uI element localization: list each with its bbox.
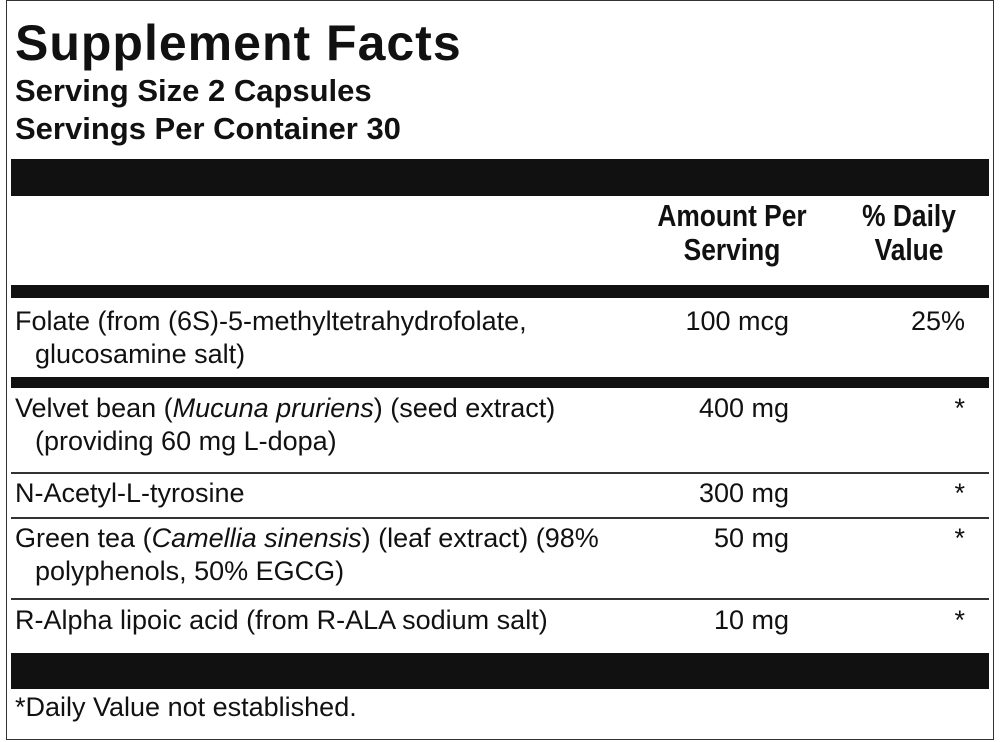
text-segment: Folate (from (6S)-5-methyltetrahydrofola…: [15, 306, 527, 336]
supplement-label: Supplement Facts Serving Size 2 Capsules…: [6, 0, 994, 740]
dv-header: % Daily Value: [862, 198, 956, 267]
ingredient-name: R-Alpha lipoic acid (from R-ALA sodium s…: [15, 604, 715, 637]
medium-rule: [11, 377, 989, 388]
row-rule: [11, 517, 989, 519]
header-bar: [11, 159, 989, 196]
daily-value: *: [954, 393, 965, 423]
text-segment: R-Alpha lipoic acid (from R-ALA sodium s…: [15, 605, 548, 635]
text-segment: glucosamine salt): [35, 339, 246, 369]
text-segment: Mucuna pruriens: [172, 393, 374, 423]
text-segment: (providing 60 mg L-dopa): [35, 426, 337, 456]
text-segment: ) (leaf extract) (98%: [361, 523, 599, 553]
serving-size: Serving Size 2 Capsules: [15, 73, 372, 108]
servings-per-container: Servings Per Container 30: [15, 111, 401, 146]
daily-value: *: [954, 478, 965, 508]
amount: 50 mg: [713, 523, 789, 553]
text-segment: N-Acetyl-L-tyrosine: [15, 478, 245, 508]
daily-value: *: [954, 605, 965, 635]
daily-value: *: [954, 523, 965, 553]
text-segment: Green tea (: [15, 523, 152, 553]
text-segment: Velvet bean (: [15, 393, 173, 423]
title: Supplement Facts: [15, 15, 462, 71]
daily-value: 25%: [910, 306, 965, 336]
text-segment: polyphenols, 50% EGCG): [35, 556, 345, 586]
ingredient-name: Velvet bean (Mucuna pruriens) (seed extr…: [15, 392, 715, 458]
amount: 300 mg: [698, 478, 789, 508]
footer-bar: [11, 653, 989, 689]
text-segment: Camellia sinensis: [151, 523, 362, 553]
footnote: *Daily Value not established.: [15, 692, 357, 722]
ingredient-name: Green tea (Camellia sinensis) (leaf extr…: [15, 522, 715, 588]
row-rule: [11, 598, 989, 600]
amount-header: Amount Per Serving: [657, 198, 807, 267]
ingredient-name: N-Acetyl-L-tyrosine: [15, 477, 715, 510]
amount: 400 mg: [698, 393, 789, 423]
text-segment: ) (seed extract): [373, 393, 556, 423]
amount: 10 mg: [713, 605, 789, 635]
thick-rule: [11, 285, 989, 298]
amount: 100 mcg: [685, 306, 789, 336]
ingredient-name: Folate (from (6S)-5-methyltetrahydrofola…: [15, 305, 715, 371]
row-rule: [11, 472, 989, 474]
